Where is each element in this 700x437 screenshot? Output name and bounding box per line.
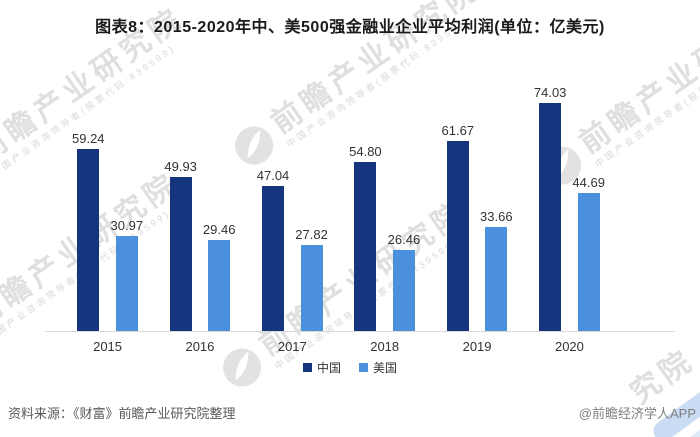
value-label: 26.46 xyxy=(387,231,421,247)
plot-area: 59.24 30.97 2015 49.93 29.46 2016 47.04 27.82 20… xyxy=(45,72,675,354)
legend-swatch-usa xyxy=(359,363,368,372)
x-axis-label: 2020 xyxy=(554,339,584,354)
bar-column-china: 49.93 xyxy=(164,159,197,331)
legend-label: 美国 xyxy=(373,361,398,375)
bar-usa xyxy=(115,235,138,331)
value-label: 61.67 xyxy=(441,123,475,139)
source-note: 资料来源：《财富》前瞻产业研究院整理 xyxy=(8,406,236,421)
legend-item-china: 中国 xyxy=(302,359,341,376)
bar-usa xyxy=(485,227,508,331)
value-label: 44.69 xyxy=(572,175,605,191)
legend-item-usa: 美国 xyxy=(359,359,397,376)
x-axis-label: 2019 xyxy=(462,339,492,354)
value-label: 30.97 xyxy=(110,217,144,233)
bar-column-usa: 44.69 xyxy=(572,175,605,331)
value-label: 47.04 xyxy=(256,168,290,184)
x-axis-label: 2016 xyxy=(185,339,215,354)
value-label: 49.93 xyxy=(164,159,197,175)
bar-column-usa: 33.66 xyxy=(480,209,513,331)
bar-group: 61.67 33.66 2019 xyxy=(441,123,513,354)
x-axis-label: 2018 xyxy=(370,339,400,354)
bar-column-usa: 29.46 xyxy=(202,222,236,331)
x-axis-label: 2015 xyxy=(93,339,123,354)
bar-usa xyxy=(577,193,600,331)
legend-label: 中国 xyxy=(316,361,341,375)
bar-china xyxy=(77,148,100,331)
value-label: 29.46 xyxy=(202,222,236,238)
bar-usa xyxy=(208,240,231,331)
bar-column-china: 54.80 xyxy=(349,144,382,331)
bar-china xyxy=(354,162,377,331)
bar-column-china: 59.24 xyxy=(72,131,105,331)
chart-title: 图表8：2015-2020年中、美500强金融业企业平均利润(单位：亿美元) xyxy=(95,19,605,36)
bar-column-usa: 30.97 xyxy=(110,217,144,331)
x-axis-label: 2017 xyxy=(277,339,307,354)
bar-column-usa: 26.46 xyxy=(387,231,421,331)
bar-group: 59.24 30.97 2015 xyxy=(72,131,144,354)
bar-column-china: 74.03 xyxy=(533,85,567,331)
value-label: 74.03 xyxy=(533,85,567,100)
legend-swatch-china xyxy=(302,363,312,372)
value-label: 33.66 xyxy=(480,209,513,225)
value-label: 54.80 xyxy=(349,144,382,160)
bar-group: 49.93 29.46 2016 xyxy=(164,159,236,354)
bar-china xyxy=(169,177,192,331)
bar-group: 47.04 27.82 2017 xyxy=(256,168,328,354)
bar-china xyxy=(539,103,562,331)
bar-column-usa: 27.82 xyxy=(295,227,328,331)
bar-china xyxy=(446,141,469,331)
bar-column-china: 61.67 xyxy=(441,123,475,331)
credit-note: @前瞻经济学人APP xyxy=(578,406,696,421)
bar-china xyxy=(262,186,285,331)
bar-usa xyxy=(300,245,323,331)
bar-column-china: 47.04 xyxy=(256,168,290,331)
bar-usa xyxy=(392,249,415,331)
bar-group: 54.80 26.46 2018 xyxy=(349,144,421,354)
legend: 中国 美国 xyxy=(0,359,700,376)
value-label: 59.24 xyxy=(72,130,105,146)
bar-group: 74.03 44.69 2020 xyxy=(533,85,605,354)
value-label: 27.82 xyxy=(295,227,328,243)
